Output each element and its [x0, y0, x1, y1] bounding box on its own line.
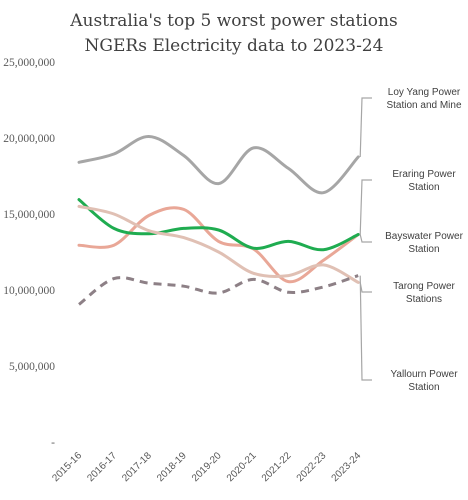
x-tick-label: 2020-21 [225, 450, 259, 484]
legend-leader-4 [359, 282, 372, 293]
legend-label-2: Eraring Power Station [392, 169, 456, 193]
series-line-3 [77, 198, 360, 252]
y-tick-label: - [51, 437, 55, 449]
legend-label-3: Bayswater Power Station [385, 231, 463, 255]
x-tick-label: 2018-19 [155, 450, 189, 484]
legend-leader-lines [359, 97, 372, 381]
x-axis-ticks: 2015-16 2016-17 2017-18 2018-19 2019-20 2020-… [50, 450, 363, 484]
legend-leader-2 [359, 179, 372, 235]
series-line-1 [77, 134, 360, 195]
legend-label-4: Tarong Power Stations [393, 281, 455, 305]
series-line-2 [77, 206, 360, 284]
x-tick-label: 2022-23 [295, 450, 329, 484]
y-tick-label: 5,000,000 [9, 361, 55, 373]
y-tick-label: 25,000,000 [3, 57, 55, 69]
chart-title-line-2: NGERs Electricity data to 2023-24 [85, 36, 384, 56]
legend-leader-1 [359, 97, 372, 158]
y-tick-label: 20,000,000 [3, 133, 55, 145]
y-tick-label: 15,000,000 [3, 209, 55, 221]
chart-title-line-1: Australia's top 5 worst power stations [69, 11, 397, 31]
x-tick-label: 2016-17 [85, 450, 119, 484]
legend-leader-3 [359, 234, 372, 243]
x-tick-label: 2021-22 [260, 450, 294, 484]
x-tick-label: 2023-24 [330, 450, 364, 484]
x-tick-label: 2017-18 [120, 450, 154, 484]
series-lines [77, 134, 360, 306]
y-axis-ticks: - 5,000,000 10,000,000 15,000,000 20,000,000… [3, 57, 55, 449]
legend-label-5: Yallourn Power Station [390, 369, 458, 393]
series-line-5 [78, 274, 359, 306]
legend: Loy Yang Power Station and Mine Eraring Po… [385, 87, 463, 393]
legend-label-1: Loy Yang Power Station and Mine [386, 87, 461, 111]
y-tick-label: 10,000,000 [3, 285, 55, 297]
x-tick-label: 2015-16 [50, 450, 84, 484]
series-line-4 [77, 204, 360, 284]
legend-leader-5 [359, 275, 372, 381]
x-tick-label: 2019-20 [190, 450, 224, 484]
